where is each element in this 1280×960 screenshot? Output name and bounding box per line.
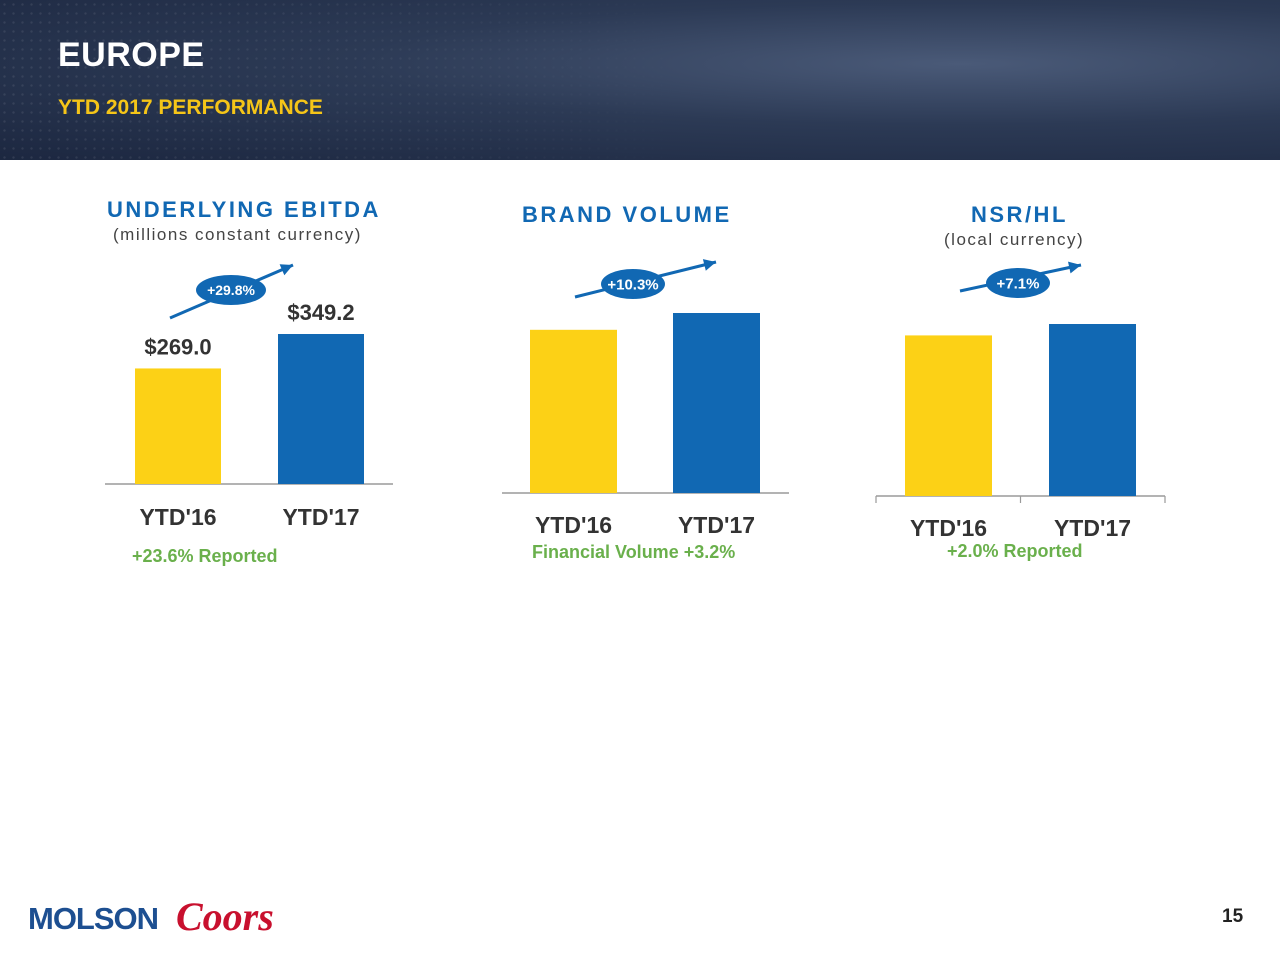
svg-text:Coors: Coors	[176, 894, 274, 938]
growth-badge-label: +29.8%	[207, 282, 255, 298]
data-label: $349.2	[287, 300, 354, 325]
molson-coors-logo: MOLSON Coors	[28, 894, 274, 938]
ebitda-footnote: +23.6% Reported	[132, 546, 278, 566]
nsr-hl-chart: YTD'16 YTD'17 +7.1%	[875, 261, 1166, 541]
x-tick-label: YTD'17	[282, 504, 359, 530]
bar-ytd17	[1049, 324, 1136, 496]
nsr-hl-title: NSR/HL	[971, 202, 1068, 227]
growth-badge-label: +10.3%	[607, 276, 658, 293]
x-tick-label: YTD'17	[1054, 515, 1131, 541]
growth-badge	[601, 269, 665, 299]
brand-volume-footnote: Financial Volume +3.2%	[532, 542, 736, 562]
page-title: EUROPE	[58, 36, 205, 74]
ebitda-chart: YTD'16 $269.0 YTD'17 $349.2 +29.8%	[105, 263, 393, 530]
bar-ytd17	[278, 334, 364, 484]
ebitda-title: UNDERLYING EBITDA	[107, 197, 381, 222]
growth-badge	[986, 268, 1050, 298]
x-tick-label: YTD'16	[910, 515, 987, 541]
header-banner: EUROPE YTD 2017 PERFORMANCE	[0, 0, 1280, 160]
growth-arrow-head	[702, 259, 716, 271]
brand-volume-chart: YTD'16 YTD'17 +10.3%	[502, 259, 789, 538]
bar-ytd17	[673, 313, 760, 493]
brand-volume-title: BRAND VOLUME	[522, 202, 732, 227]
growth-arrow-head	[279, 264, 293, 276]
growth-badge	[196, 275, 266, 305]
page-number: 15	[1222, 906, 1244, 927]
nsr-hl-footnote: +2.0% Reported	[947, 541, 1083, 561]
page-subtitle: YTD 2017 PERFORMANCE	[58, 96, 323, 119]
growth-badge-label: +7.1%	[997, 275, 1040, 292]
svg-text:MOLSON: MOLSON	[28, 901, 158, 936]
bar-ytd16	[135, 368, 221, 484]
bar-ytd16	[905, 335, 992, 496]
dot-pattern	[0, 0, 700, 160]
bar-ytd16	[530, 329, 617, 493]
x-tick-label: YTD'16	[139, 504, 216, 530]
growth-arrow-head	[1068, 261, 1081, 274]
ebitda-subtitle: (millions constant currency)	[113, 225, 362, 244]
x-tick-label: YTD'17	[678, 512, 755, 538]
data-label: $269.0	[144, 334, 211, 359]
nsr-hl-subtitle: (local currency)	[944, 230, 1085, 249]
x-tick-label: YTD'16	[535, 512, 612, 538]
